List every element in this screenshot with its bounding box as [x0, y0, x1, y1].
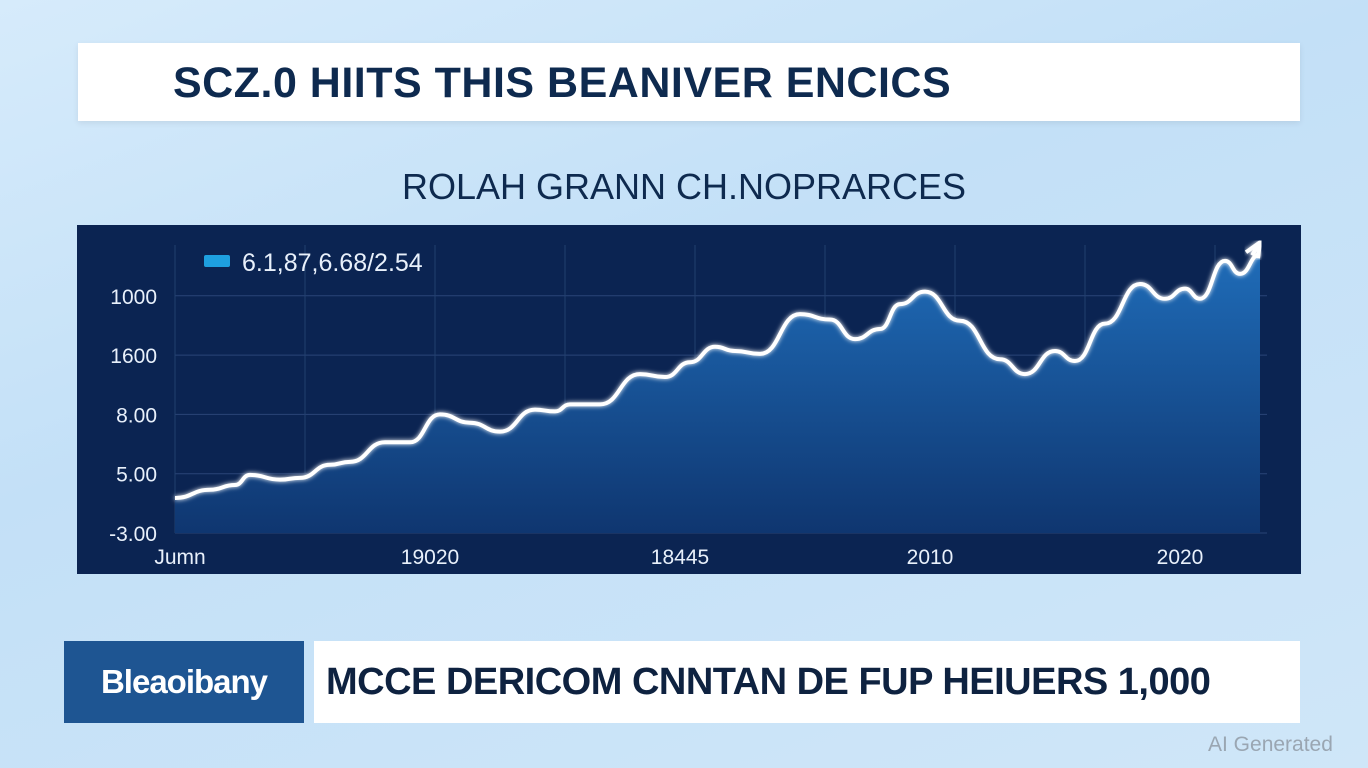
y-tick-label: 5.00 — [116, 464, 157, 487]
legend-swatch — [204, 255, 230, 267]
headline-title: SCZ.0 HIITS THIS BEANIVER ENCICS — [173, 59, 952, 107]
area-chart: 6.1,87,6.68/2.54 -3.00 5.00 8.00 1600 1000 Ju… — [109, 238, 1267, 569]
ticker-headline: MCCE DERICOM CNNTAN DE FUP HEIUERS 1,000 — [314, 641, 1300, 723]
x-tick-label: Jumn — [154, 546, 205, 569]
x-tick-label: 18445 — [651, 546, 709, 569]
y-tick-label: 1000 — [110, 286, 157, 309]
chart-title: ROLAH GRANN CH.NOPRARCES — [401, 166, 967, 207]
x-tick-label: 19020 — [401, 546, 459, 569]
trend-arrow-icon — [1244, 238, 1263, 259]
ai-watermark: AI Generated — [1208, 733, 1333, 756]
title-bar: SCZ.0 HIITS THIS BEANIVER ENCICS — [78, 43, 1300, 121]
x-tick-label: 2020 — [1157, 546, 1204, 569]
y-tick-label: 8.00 — [116, 404, 157, 427]
y-tick-label: 1600 — [110, 345, 157, 368]
y-tick-label: -3.00 — [109, 523, 157, 546]
chart-panel: 6.1,87,6.68/2.54 -3.00 5.00 8.00 1600 1000 Ju… — [77, 225, 1301, 574]
series-area — [175, 254, 1260, 533]
brand-logo: Bleaoibany — [64, 641, 304, 723]
x-tick-label: 2010 — [907, 546, 954, 569]
legend-label: 6.1,87,6.68/2.54 — [242, 249, 423, 277]
